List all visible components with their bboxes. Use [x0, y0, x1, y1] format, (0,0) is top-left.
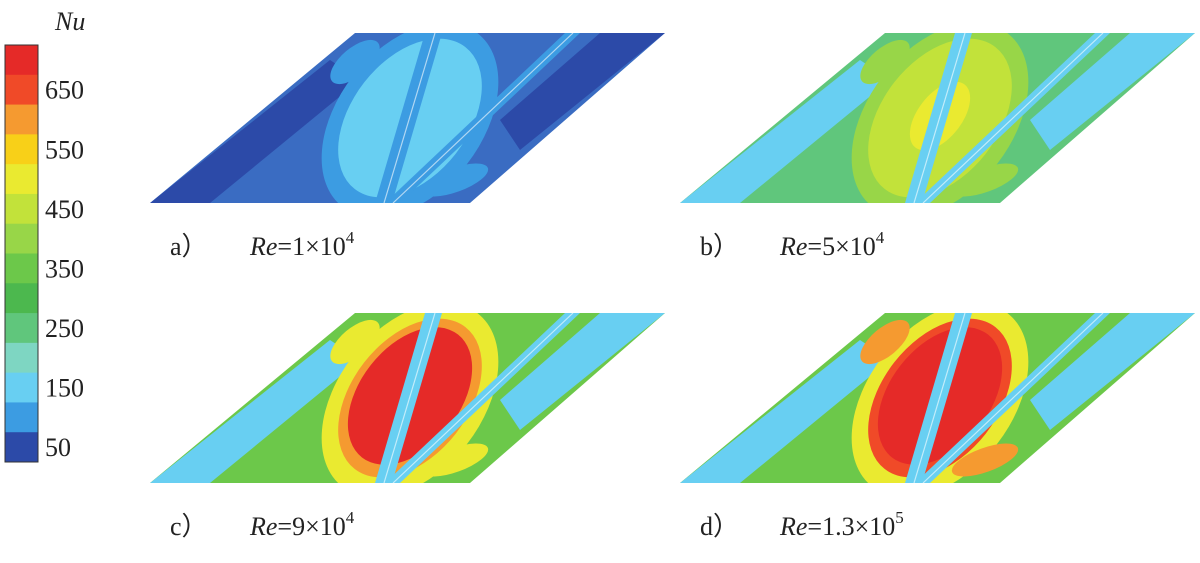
plate-edge	[680, 340, 890, 483]
colorbar-band	[5, 104, 38, 135]
plate-edge	[1030, 33, 1195, 150]
colorbar-band	[5, 164, 38, 195]
panel-label: d）	[700, 512, 739, 541]
plate-edge	[500, 313, 665, 430]
panel-label: c）	[170, 512, 208, 541]
caption-exponent: 4	[346, 228, 355, 247]
divider-line	[392, 313, 574, 483]
contour-spot	[951, 163, 1019, 197]
panel-caption: Re=9×104	[249, 508, 355, 541]
plate	[150, 33, 665, 203]
colorbar-label: 50	[45, 433, 71, 462]
caption-value: =5×10	[807, 232, 875, 261]
caption-value: =1.3×10	[807, 512, 895, 541]
divider	[375, 313, 442, 483]
colorbar-band	[5, 193, 38, 225]
colorbar-band	[5, 402, 38, 433]
colorbar-band	[5, 45, 38, 76]
caption-variable: Re	[779, 512, 807, 541]
colorbar-label: 250	[45, 314, 84, 343]
divider	[375, 33, 442, 203]
panel-label: b）	[700, 232, 739, 261]
colorbar-band	[5, 432, 38, 463]
panel-label: a）	[170, 232, 208, 261]
plate-edge	[1030, 313, 1195, 430]
colorbar-band	[5, 253, 38, 284]
divider-line	[383, 33, 436, 203]
colorbar-title: Nu	[54, 7, 85, 36]
contour-spot	[421, 163, 489, 197]
divider-line	[383, 313, 436, 483]
colorbar-band	[5, 134, 38, 165]
colorbar-band	[5, 223, 38, 254]
divider-line	[392, 33, 574, 203]
caption-variable: Re	[779, 232, 807, 261]
colorbar-band	[5, 313, 38, 344]
plate-edge	[150, 60, 360, 203]
caption-exponent: 5	[895, 508, 904, 527]
panel-caption: Re=5×104	[779, 228, 885, 261]
colorbar-band	[5, 74, 38, 106]
divider-line	[913, 33, 966, 203]
contour-spot	[421, 443, 489, 477]
colorbar-label: 350	[45, 254, 84, 283]
caption-variable: Re	[249, 512, 277, 541]
plate	[150, 313, 665, 483]
caption-variable: Re	[249, 232, 277, 261]
colorbar-band	[5, 342, 38, 374]
plate-edge	[150, 340, 360, 483]
colorbar-band	[5, 283, 38, 314]
divider	[905, 313, 972, 483]
contour-spot	[951, 443, 1019, 477]
plate	[680, 33, 1195, 203]
contour-plot	[680, 313, 1195, 483]
caption-value: =9×10	[277, 512, 345, 541]
caption-exponent: 4	[346, 508, 355, 527]
colorbar-label: 550	[45, 135, 84, 164]
colorbar-frame	[4, 44, 39, 463]
colorbar-label: 650	[45, 76, 84, 105]
contour-plot	[150, 33, 665, 203]
divider-line	[922, 33, 1104, 203]
divider-line	[913, 313, 966, 483]
colorbar-label: 150	[45, 374, 84, 403]
plate-edge	[680, 60, 890, 203]
colorbar-band	[5, 372, 38, 403]
contour-spot	[860, 319, 910, 365]
contour-plot	[150, 313, 665, 483]
contour-spot	[330, 39, 380, 85]
contour-spot	[330, 319, 380, 365]
plate-edge	[500, 33, 665, 150]
divider	[905, 33, 972, 203]
plate	[680, 313, 1195, 483]
caption-value: =1×10	[277, 232, 345, 261]
panel-caption: Re=1.3×105	[779, 508, 904, 541]
divider-line	[922, 313, 1104, 483]
caption-exponent: 4	[876, 228, 885, 247]
contour-spot	[860, 39, 910, 85]
colorbar-label: 450	[45, 195, 84, 224]
contour-plot	[680, 33, 1195, 203]
panel-caption: Re=1×104	[249, 228, 355, 261]
